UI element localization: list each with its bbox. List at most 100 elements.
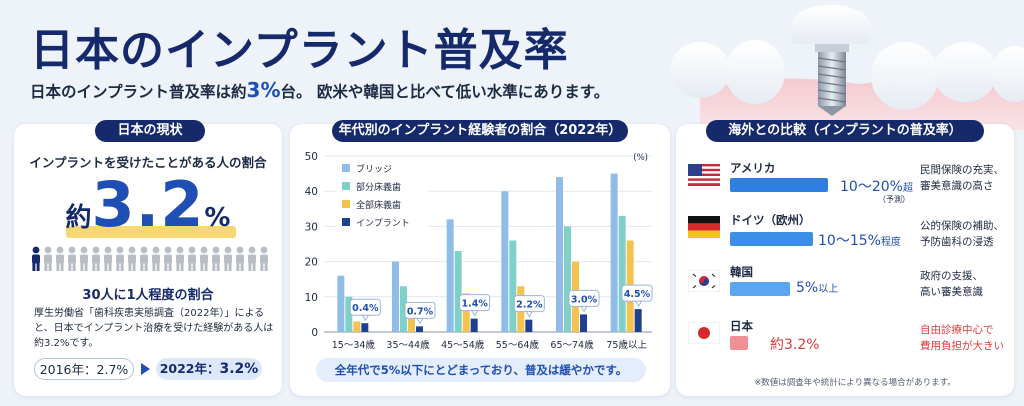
country-note-korea-line-2: 高い審美意識 [920, 286, 983, 298]
country-value-germany-main: 10～15% [818, 233, 881, 249]
bar [470, 318, 478, 332]
country-name-japan: 日本 [730, 319, 753, 333]
y-tick-label: 0 [311, 327, 318, 339]
legend-swatch [342, 164, 350, 172]
callout-label: 4.5% [624, 289, 651, 300]
bar [462, 293, 470, 332]
callout: 1.4% [459, 294, 491, 317]
y-tick-label: 10 [305, 292, 318, 304]
world-footnote: ※数値は調査年や統計により異なる場合があります。 [754, 378, 956, 388]
person-icon [44, 246, 52, 271]
subtitle-prefix: 日本のインプラント普及率は約 [30, 83, 247, 101]
person-icon [92, 246, 100, 271]
country-value-korea-main: 5% [796, 280, 819, 296]
bar [454, 251, 462, 332]
person-icon [104, 246, 112, 271]
country-value-korea: 5%以上 [796, 280, 838, 296]
callout: 4.5% [621, 284, 653, 308]
y-tick-label: 40 [305, 186, 318, 198]
legend-swatch [342, 200, 350, 208]
bar [525, 319, 533, 332]
big-value-unit: % [204, 203, 231, 233]
current-status-heading: 日本の現状 [95, 120, 205, 142]
bar [610, 173, 618, 332]
bar [446, 219, 454, 332]
people-pictogram [32, 246, 268, 271]
person-icon [80, 246, 88, 271]
person-icon [56, 246, 64, 271]
callout: 3.0% [568, 289, 600, 313]
bar [580, 314, 587, 332]
bar [509, 240, 517, 332]
subtitle-suffix: 台。 欧米や韓国と比べて低い水準にあります。 [280, 83, 610, 101]
bar [361, 323, 369, 332]
legend-label: 全部床義歯 [356, 199, 401, 211]
japan-flag-icon [688, 322, 720, 344]
country-name-korea: 韓国 [730, 265, 753, 279]
person-icon [236, 246, 244, 271]
country-note-japan: 自由診療中心で 費用負担が大きい [920, 322, 1004, 354]
legend-swatch [342, 218, 350, 226]
chart-title: 年代別のインプラント経験者の割合（2022年） [332, 120, 628, 142]
country-row-germany: ドイツ（欧州） 10～15%程度 公的保険の補助、 予防歯科の浸透 [688, 212, 1008, 262]
person-icon [212, 246, 220, 271]
country-value-germany-suffix: 程度 [880, 237, 901, 248]
callout-label: 0.4% [352, 303, 379, 314]
person-icon [68, 246, 76, 271]
world-comparison-heading: 海外との比較（インプラントの普及率） [706, 120, 984, 142]
country-value-germany: 10～15%程度 [818, 230, 901, 250]
country-note-japan-line-1: 自由診療中心で [920, 324, 994, 336]
callout: 0.4% [349, 298, 381, 322]
compare-2022-label: 2022年： [159, 361, 220, 376]
person-icon [200, 246, 208, 271]
person-icon-highlighted [32, 246, 40, 271]
compare-arrow-icon [141, 363, 150, 375]
bar [408, 317, 415, 332]
country-bar-japan [730, 336, 748, 350]
bar [501, 191, 509, 332]
callout-label: 3.0% [571, 294, 598, 305]
country-row-korea: 韓国 5%以上 政府の支援、 高い審美意識 [688, 264, 1008, 314]
person-icon [260, 246, 268, 271]
person-icon [248, 246, 256, 271]
legend-label: 部分床義歯 [356, 181, 401, 193]
country-bar-germany [730, 232, 813, 246]
callout-label: 2.2% [516, 300, 543, 311]
bar [556, 177, 563, 332]
country-note-korea-line-1: 政府の支援、 [920, 270, 983, 282]
callout: 2.2% [513, 295, 545, 318]
country-note-germany-line-2: 予防歯科の浸透 [920, 236, 994, 248]
big-value-number: 3.2 [91, 168, 205, 241]
legend-label: ブリッジ [356, 163, 392, 175]
country-bar-usa [730, 178, 828, 192]
person-icon [176, 246, 184, 271]
country-row-japan: 日本 約3.2% 自由診療中心で 費用負担が大きい [688, 318, 1008, 368]
legend-background [336, 160, 428, 236]
chart-footer: 全年代で5%以下にとどまっており、普及は緩やかです。 [316, 358, 646, 382]
country-value-japan-main: 約3.2% [770, 337, 820, 353]
age-bar-chart: 0 10 20 30 40 50 (%) 15～34歳 0.4% 35～44歳 0.7% 45～54歳… [305, 151, 653, 351]
x-tick-label: 35～44歳 [386, 339, 430, 351]
legend-swatch [342, 182, 350, 190]
legend-label: インプラント [356, 218, 410, 229]
country-note-usa-line-2: 審美意識の高さ [920, 180, 994, 192]
compare-2022-value: 3.2% [219, 361, 259, 377]
source-note: 厚生労働省「歯科疾患実態調査（2022年）」によると、日本でインプラント治療を受… [34, 308, 274, 349]
country-note-germany-line-1: 公的保険の補助、 [920, 220, 1004, 232]
country-value-japan: 約3.2% [770, 334, 820, 354]
big-percentage: 約3.2% [14, 168, 282, 241]
world-comparison-panel [676, 124, 1014, 396]
country-note-japan-line-2: 費用負担が大きい [920, 340, 1004, 352]
value-highlight-marker [66, 226, 236, 238]
country-value-korea-suffix: 以上 [818, 284, 839, 295]
country-note-usa-line-1: 民間保険の充実、 [920, 164, 1004, 176]
x-tick-label: 45～54歳 [441, 339, 485, 351]
legend-item: インプラント [342, 218, 410, 229]
bar [618, 215, 626, 332]
big-value-prefix: 約 [65, 203, 92, 233]
usa-flag-icon [688, 164, 720, 186]
country-value-usa-main: 10～20% [840, 179, 903, 195]
country-note-germany: 公的保険の補助、 予防歯科の浸透 [920, 218, 1004, 250]
compare-2022-pill: 2022年：3.2% [156, 358, 262, 380]
unit-label: (%) [633, 153, 648, 163]
